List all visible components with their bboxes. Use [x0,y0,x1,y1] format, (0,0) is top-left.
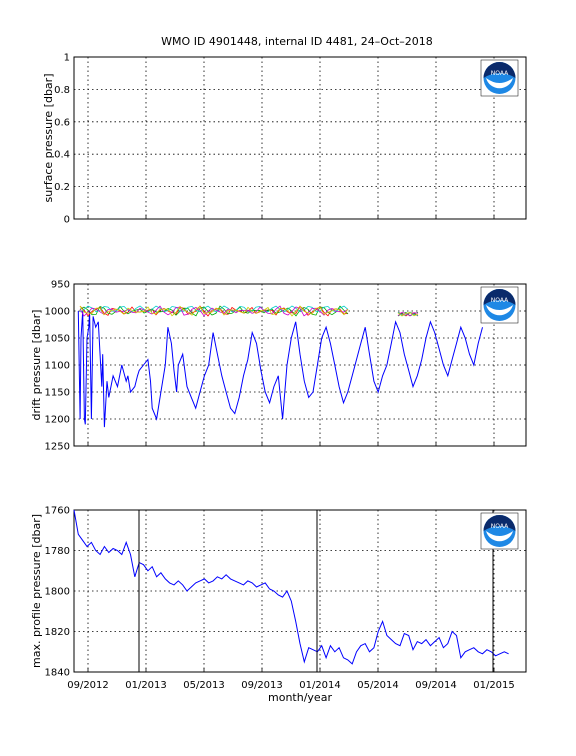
logo-text: NOAA [491,297,509,304]
logo-text: NOAA [491,523,509,530]
noaa-logo: NOAA [480,286,519,324]
panel-surface-pressure: 0 0.2 0.4 0.6 0.8 1 surface pressure [dbar] [42,53,527,226]
y-tick-label: 1 [64,53,70,64]
series-layer [77,305,483,428]
y-tick-labels: 950 1000 1050 1100 1150 1200 1250 [45,280,70,453]
y-tick-label: 1820 [45,627,70,638]
x-tick-label: 05/2014 [357,680,399,691]
y-tick-label: 0 [64,215,70,226]
y-tick-label: 1780 [45,546,70,557]
logo-text: NOAA [491,70,509,77]
series-line [77,310,483,428]
x-tick-label: 09/2014 [415,680,457,691]
series-line [397,311,419,317]
y-gridlines [74,550,526,632]
series-line [73,509,509,665]
x-gridlines [87,57,495,219]
x-axis-label: month/year [268,691,332,704]
panel-max-profile-pressure: 1760 1780 1800 1820 1840 max. profile pressu… [30,506,527,679]
y-tick-label: 0.2 [54,182,70,193]
x-tick-label: 01/2014 [299,680,341,691]
figure-title: WMO ID 4901448, internal ID 4481, 24–Oct… [161,35,433,48]
series-line [397,311,419,317]
panel-drift-pressure: 950 1000 1050 1100 1150 1200 1250 drift pressu… [30,280,527,453]
y-tick-labels: 0 0.2 0.4 0.6 0.8 1 [54,53,70,226]
series-line [79,305,349,317]
x-tick-label: 05/2013 [183,680,225,691]
y-tick-label: 0.8 [54,85,70,96]
y-gridlines [74,89,526,188]
noaa-logo: NOAA [480,59,519,97]
y-tick-label: 1000 [45,307,70,318]
y-axis-label: drift pressure [dbar] [30,310,43,421]
x-gridlines [87,510,495,672]
y-axis-label: max. profile pressure [dbar] [30,514,43,668]
y-tick-label: 1050 [45,334,70,345]
x-tick-label: 01/2015 [473,680,515,691]
y-tick-label: 1760 [45,506,70,517]
series-line [79,305,349,317]
y-tick-label: 1100 [45,361,70,372]
y-tick-label: 0.4 [54,150,70,161]
y-tick-label: 1150 [45,388,70,399]
y-gridlines [74,310,526,420]
series-line [397,311,419,316]
noaa-logo: NOAA [480,512,519,550]
y-tick-label: 0.6 [54,117,70,128]
y-tick-label: 1840 [45,668,70,679]
y-tick-labels: 1760 1780 1800 1820 1840 [45,506,70,679]
y-tick-label: 950 [51,280,70,291]
series-line [397,311,419,317]
series-line [79,305,349,317]
plot-frame [73,56,527,220]
x-tick-label: 01/2013 [125,680,167,691]
x-tick-label: 09/2013 [241,680,283,691]
x-tick-label: 09/2012 [67,680,109,691]
y-tick-label: 1800 [45,587,70,598]
y-axis-label: surface pressure [dbar] [42,74,55,203]
x-tick-labels: 09/2012 01/2013 05/2013 09/2013 01/2014 05/20… [67,680,515,691]
y-tick-label: 1200 [45,415,70,426]
y-tick-label: 1250 [45,442,70,453]
